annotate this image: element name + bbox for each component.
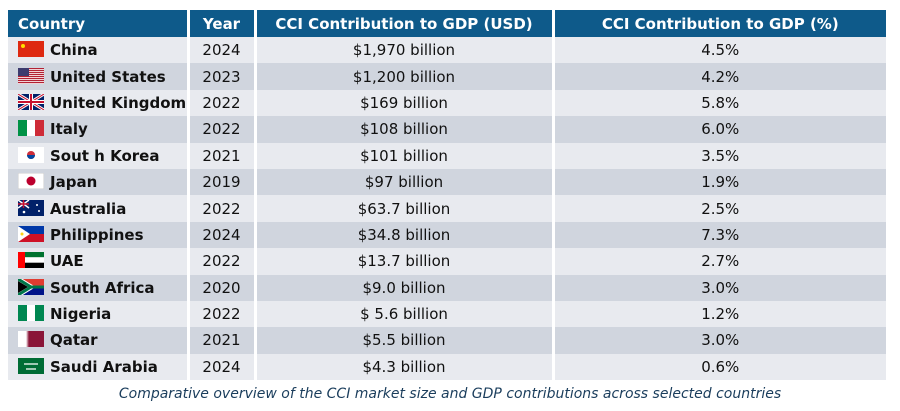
table-row: South Africa 2020 $9.0 billion 3.0% <box>8 274 886 301</box>
year-cell: 2022 <box>188 300 257 328</box>
pct-cell: 2.7% <box>553 248 886 275</box>
saudi-arabia-flag-icon <box>18 357 44 374</box>
country-cell: Australia <box>8 195 190 222</box>
table-row: China 2024 $1,970 billion 4.5% <box>8 37 886 64</box>
table-row: Sout h Korea 2021 $101 billion 3.5% <box>8 142 886 169</box>
usd-cell: $4.3 billion <box>255 353 555 381</box>
usd-cell: $108 billion <box>255 116 555 143</box>
pct-cell: 4.2% <box>553 63 886 90</box>
table-row: Nigeria 2022 $ 5.6 billion 1.2% <box>8 300 886 328</box>
country-cell: Nigeria <box>8 300 190 328</box>
pct-cell: 0.6% <box>553 353 886 381</box>
country-name: Philippines <box>50 225 144 244</box>
usd-cell: $1,970 billion <box>255 37 555 64</box>
header-usd: CCI Contribution to GDP (USD) <box>255 10 555 37</box>
country-name: Japan <box>50 173 98 192</box>
pct-cell: 4.5% <box>553 37 886 64</box>
pct-cell: 3.0% <box>553 274 886 301</box>
south-africa-flag-icon <box>18 278 44 295</box>
australia-flag-icon <box>18 199 44 216</box>
year-cell: 2022 <box>188 248 257 275</box>
qatar-flag-icon <box>18 331 44 348</box>
year-cell: 2021 <box>188 327 257 354</box>
table-row: Saudi Arabia 2024 $4.3 billion 0.6% <box>8 353 886 381</box>
country-name: Qatar <box>50 331 98 350</box>
year-cell: 2023 <box>188 63 257 90</box>
pct-cell: 1.9% <box>553 168 886 196</box>
country-name: United Kingdom <box>50 93 187 112</box>
header-country: Country <box>8 10 190 37</box>
table-caption: Comparative overview of the CCI market s… <box>118 386 782 402</box>
usd-cell: $ 5.6 billion <box>255 300 555 328</box>
country-cell: United States <box>8 63 190 90</box>
country-cell: Japan <box>8 168 190 196</box>
header-row: Country Year CCI Contribution to GDP (US… <box>8 10 886 37</box>
country-cell: Saudi Arabia <box>8 353 190 381</box>
country-cell: United Kingdom <box>8 89 190 117</box>
country-name: Nigeria <box>50 305 112 324</box>
table-row: Japan 2019 $97 billion 1.9% <box>8 168 886 196</box>
year-cell: 2022 <box>188 195 257 222</box>
usd-cell: $1,200 billion <box>255 63 555 90</box>
year-cell: 2024 <box>188 221 257 249</box>
table-row: Australia 2022 $63.7 billion 2.5% <box>8 195 886 222</box>
table-row: Qatar 2021 $5.5 billion 3.0% <box>8 327 886 354</box>
table-row: United States 2023 $1,200 billion 4.2% <box>8 63 886 90</box>
country-cell: Philippines <box>8 221 190 249</box>
uk-flag-icon <box>18 93 44 110</box>
usd-cell: $9.0 billion <box>255 274 555 301</box>
country-name: Australia <box>50 199 127 218</box>
usa-flag-icon <box>18 67 44 84</box>
header-year: Year <box>188 10 257 37</box>
pct-cell: 5.8% <box>553 89 886 117</box>
country-cell: Italy <box>8 116 190 143</box>
year-cell: 2021 <box>188 142 257 169</box>
usd-cell: $101 billion <box>255 142 555 169</box>
table-row: Italy 2022 $108 billion 6.0% <box>8 116 886 143</box>
year-cell: 2022 <box>188 116 257 143</box>
cci-table: Country Year CCI Contribution to GDP (US… <box>8 10 886 381</box>
south-korea-flag-icon <box>18 146 44 163</box>
usd-cell: $13.7 billion <box>255 248 555 275</box>
table-row: UAE 2022 $13.7 billion 2.7% <box>8 248 886 275</box>
usd-cell: $97 billion <box>255 168 555 196</box>
country-cell: Sout h Korea <box>8 142 190 169</box>
china-flag-icon <box>18 41 44 58</box>
pct-cell: 2.5% <box>553 195 886 222</box>
usd-cell: $169 billion <box>255 89 555 117</box>
year-cell: 2024 <box>188 353 257 381</box>
country-name: Saudi Arabia <box>50 357 158 376</box>
japan-flag-icon <box>18 173 44 190</box>
year-cell: 2020 <box>188 274 257 301</box>
country-cell: South Africa <box>8 274 190 301</box>
country-cell: China <box>8 37 190 64</box>
philippines-flag-icon <box>18 225 44 242</box>
year-cell: 2024 <box>188 37 257 64</box>
country-name: UAE <box>50 252 84 271</box>
pct-cell: 3.0% <box>553 327 886 354</box>
pct-cell: 3.5% <box>553 142 886 169</box>
country-name: Italy <box>50 120 88 139</box>
usd-cell: $5.5 billion <box>255 327 555 354</box>
country-name: United States <box>50 67 166 86</box>
usd-cell: $63.7 billion <box>255 195 555 222</box>
table-row: Philippines 2024 $34.8 billion 7.3% <box>8 221 886 249</box>
country-name: China <box>50 41 98 60</box>
country-cell: UAE <box>8 248 190 275</box>
usd-cell: $34.8 billion <box>255 221 555 249</box>
header-pct: CCI Contribution to GDP (%) <box>553 10 886 37</box>
country-cell: Qatar <box>8 327 190 354</box>
pct-cell: 1.2% <box>553 300 886 328</box>
uae-flag-icon <box>18 252 44 269</box>
pct-cell: 6.0% <box>553 116 886 143</box>
nigeria-flag-icon <box>18 305 44 322</box>
year-cell: 2019 <box>188 168 257 196</box>
year-cell: 2022 <box>188 89 257 117</box>
pct-cell: 7.3% <box>553 221 886 249</box>
country-name: Sout h Korea <box>50 146 160 165</box>
table-row: United Kingdom 2022 $169 billion 5.8% <box>8 89 886 117</box>
italy-flag-icon <box>18 120 44 137</box>
country-name: South Africa <box>50 278 155 297</box>
